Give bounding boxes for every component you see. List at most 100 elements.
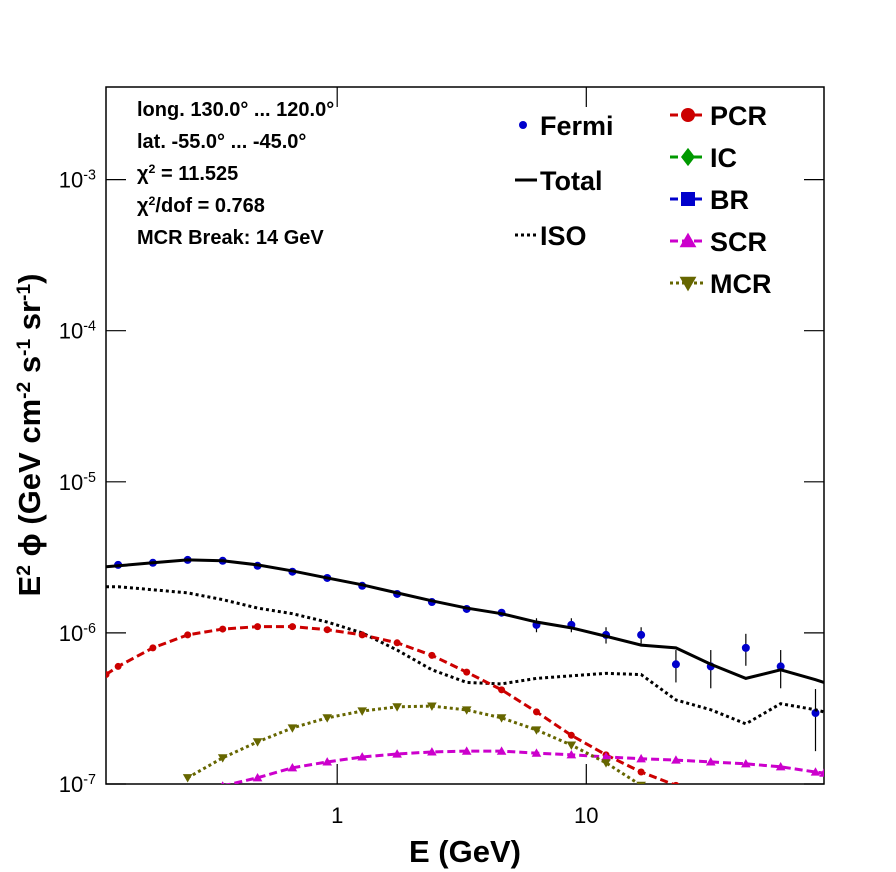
text-part: long. 130.0° ... 120.0° <box>137 99 334 121</box>
marker <box>532 708 540 716</box>
annotation: lat. -55.0° ... -45.0° <box>137 131 306 153</box>
marker <box>496 746 507 755</box>
marker <box>705 757 716 766</box>
y-tick-label: 10-5 <box>59 470 96 495</box>
tick-base: 10 <box>59 621 83 646</box>
text-part: χ <box>137 195 149 217</box>
legend-label: SCR <box>710 227 767 257</box>
series-line <box>106 558 824 684</box>
marker <box>775 761 786 771</box>
legend-label: IC <box>710 143 737 173</box>
marker <box>671 660 680 669</box>
marker <box>531 748 542 757</box>
marker <box>254 623 262 631</box>
tick-base: 10 <box>59 168 83 193</box>
text-part: lat. -55.0° ... -45.0° <box>137 131 306 153</box>
superscript: -2 <box>14 382 35 399</box>
text-part: ϕ (GeV cm <box>12 399 47 565</box>
marker <box>679 232 697 248</box>
marker <box>149 644 157 652</box>
text-part: sr <box>12 301 47 339</box>
x-tick-label: 1 <box>331 803 343 828</box>
legend-label: Fermi <box>540 111 614 141</box>
annotation: χ2/dof = 0.768 <box>137 194 265 217</box>
superscript: 2 <box>149 162 156 176</box>
annotation: long. 130.0° ... 120.0° <box>137 99 334 121</box>
text-part: s <box>12 356 47 382</box>
series-line <box>106 585 824 726</box>
marker <box>601 759 611 768</box>
series-line <box>106 625 677 784</box>
marker <box>428 651 436 659</box>
marker <box>637 768 645 776</box>
superscript: 2 <box>14 565 35 576</box>
marker <box>287 763 298 772</box>
marker <box>776 662 785 671</box>
marker <box>679 276 697 292</box>
tick-base: 10 <box>59 470 83 495</box>
marker <box>287 724 298 733</box>
annotation: χ2 = 11.525 <box>137 162 238 185</box>
marker <box>322 757 333 766</box>
plot-area <box>106 555 824 784</box>
marker <box>636 753 646 763</box>
tick-exponent: -6 <box>83 621 96 637</box>
text-part: MCR Break: 14 GeV <box>137 227 324 249</box>
marker <box>182 774 193 783</box>
superscript: -1 <box>14 284 35 301</box>
y-axis-title: E2 ϕ (GeV cm-2 s-1 sr-1) <box>12 274 47 597</box>
marker <box>463 668 471 676</box>
series-line <box>186 704 642 784</box>
marker <box>819 768 824 777</box>
tick-exponent: -7 <box>83 772 96 788</box>
tick-base: 10 <box>59 319 83 344</box>
marker <box>601 752 611 761</box>
marker <box>184 631 192 639</box>
marker <box>252 772 263 782</box>
marker <box>322 714 333 723</box>
series-line <box>224 749 824 784</box>
plot-frame <box>105 86 825 785</box>
y-tick-label: 10-7 <box>59 772 96 797</box>
text-part: /dof = 0.768 <box>155 195 265 217</box>
text-part: E <box>12 576 47 597</box>
marker <box>461 706 472 715</box>
marker <box>519 121 527 129</box>
marker <box>636 781 646 784</box>
marker <box>566 750 577 759</box>
marker <box>531 726 542 735</box>
tick-exponent: -5 <box>83 470 96 486</box>
y-tick-label: 10-4 <box>59 319 96 344</box>
marker <box>221 781 225 784</box>
marker <box>392 703 402 712</box>
marker <box>106 671 110 679</box>
marker <box>671 755 681 764</box>
marker <box>392 749 402 758</box>
marker <box>681 192 695 206</box>
marker <box>498 686 506 694</box>
marker <box>288 623 296 631</box>
superscript: 2 <box>149 194 156 208</box>
legend-label: ISO <box>540 221 587 251</box>
legend-label: Total <box>540 166 603 196</box>
marker <box>114 662 122 670</box>
marker <box>357 707 367 716</box>
legend-label: PCR <box>710 101 767 131</box>
marker <box>681 147 695 167</box>
marker <box>672 781 680 784</box>
marker <box>637 630 646 639</box>
marker <box>217 754 228 763</box>
marker <box>741 643 750 652</box>
marker <box>357 752 367 761</box>
text-part: ) <box>12 274 47 284</box>
superscript: -1 <box>14 339 35 356</box>
legend-label: MCR <box>710 269 772 299</box>
tick-exponent: -3 <box>83 168 96 184</box>
marker <box>358 631 366 639</box>
marker <box>323 626 331 634</box>
text-part: χ <box>137 163 149 185</box>
legend-label: BR <box>710 185 749 215</box>
tick-base: 10 <box>59 772 83 797</box>
y-tick-label: 10-3 <box>59 168 96 193</box>
